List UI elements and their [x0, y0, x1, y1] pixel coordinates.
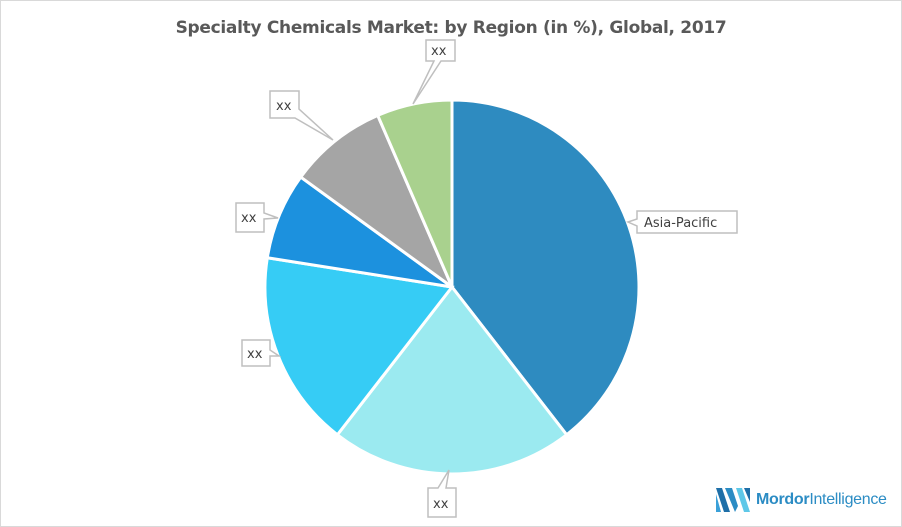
callout-label: xx	[433, 497, 449, 512]
chart-title: Specialty Chemicals Market: by Region (i…	[175, 18, 727, 38]
callout-label: xx	[241, 211, 257, 226]
brand-name-light: Intelligence	[809, 491, 887, 508]
callout-asia-pacific: Asia-Pacific	[625, 210, 738, 234]
pie-callouts: Asia-Pacific xx xx xx xx xx	[235, 39, 738, 518]
callout-label: Asia-Pacific	[644, 216, 717, 231]
callout-label: xx	[276, 99, 292, 114]
callout-label: xx	[431, 44, 447, 59]
pie-slice-5	[298, 113, 456, 292]
pie-slice-6	[375, 98, 454, 288]
callout-slice-5: xx	[269, 90, 334, 141]
callout-slice-4: xx	[235, 202, 279, 233]
callout-slice-6: xx	[412, 39, 456, 105]
callout-slice-2: xx	[427, 469, 457, 518]
mordor-intelligence-logo: MordorIntelligence	[716, 487, 887, 513]
pie-slice-1	[450, 98, 641, 437]
brand-mark-icon	[716, 488, 750, 512]
callout-slice-3: xx	[241, 339, 282, 367]
brand-name-bold: Mordor	[756, 491, 810, 508]
pie-slices	[263, 98, 641, 476]
brand-name: MordorIntelligence	[756, 491, 887, 509]
callout-label: xx	[247, 347, 263, 362]
pie-slice-2	[335, 284, 569, 476]
